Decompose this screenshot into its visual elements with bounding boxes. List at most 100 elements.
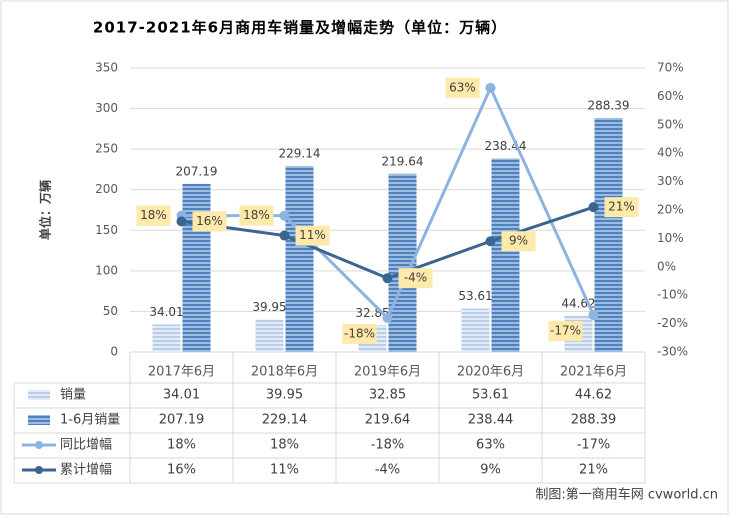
data-label: 32.85 — [355, 306, 389, 320]
label-box — [501, 231, 536, 252]
line-point — [382, 273, 393, 284]
x-tick-label: 2017年6月 — [148, 365, 215, 380]
x-tick-label: 2021年6月 — [560, 365, 627, 380]
table-cell: -18% — [371, 438, 405, 453]
table-cell: 16% — [167, 463, 196, 478]
data-label: 18% — [243, 208, 270, 222]
label-box — [398, 268, 433, 289]
data-label: 18% — [140, 208, 167, 222]
line-point — [485, 236, 496, 247]
line-point — [279, 210, 290, 221]
legend-key — [35, 466, 43, 474]
bar — [152, 324, 181, 352]
line-point — [588, 310, 599, 321]
data-label: 11% — [299, 228, 326, 242]
table-cell: -4% — [375, 463, 400, 478]
data-label: 219.64 — [382, 154, 424, 168]
data-label: 288.39 — [588, 98, 630, 112]
label-box — [192, 211, 227, 232]
line-point — [176, 216, 187, 227]
data-label: -17% — [550, 324, 581, 338]
y2-tick-label: 60% — [657, 89, 684, 103]
bar — [285, 166, 314, 352]
data-label: 34.01 — [149, 305, 183, 319]
legend-key — [35, 441, 43, 449]
y2-tick-label: 70% — [657, 61, 684, 75]
bar — [182, 183, 211, 352]
x-tick-label: 2018年6月 — [251, 365, 318, 380]
legend-label: 同比增幅 — [60, 438, 112, 453]
y2-tick-label: 40% — [657, 146, 684, 160]
y2-tick-label: 20% — [657, 203, 684, 217]
line-point — [382, 312, 393, 323]
table-cell: 229.14 — [262, 413, 308, 428]
legend-label: 1-6月销量 — [60, 413, 120, 428]
data-label: 229.14 — [279, 147, 321, 161]
y-tick-label: 250 — [95, 142, 118, 156]
y2-tick-label: 10% — [657, 231, 684, 245]
data-label: 53.61 — [458, 289, 492, 303]
table-cell: 63% — [476, 438, 505, 453]
data-label: -18% — [344, 326, 375, 340]
y-tick-label: 50 — [103, 304, 118, 318]
chart-title: 2017-2021年6月商用车销量及增幅走势（单位：万辆） — [93, 19, 507, 37]
y-tick-label: 350 — [95, 61, 118, 75]
label-box — [445, 77, 480, 98]
x-tick-label: 2020年6月 — [457, 365, 524, 380]
table-cell: 288.39 — [571, 413, 617, 428]
label-box — [295, 225, 330, 246]
legend-label: 销量 — [60, 388, 86, 403]
label-box — [136, 205, 171, 226]
table-cell: -17% — [577, 438, 611, 453]
table-cell: 53.61 — [472, 388, 509, 403]
data-label: 16% — [196, 214, 223, 228]
line-point — [485, 82, 496, 93]
label-box — [342, 323, 377, 344]
line-point — [588, 202, 599, 213]
table-cell: 34.01 — [163, 388, 200, 403]
y2-tick-label: 0% — [657, 259, 676, 273]
bar — [491, 158, 520, 352]
legend-key — [28, 390, 50, 400]
data-label: 63% — [449, 80, 476, 94]
table-cell: 32.85 — [369, 388, 406, 403]
table-cell: 44.62 — [575, 388, 612, 403]
bar — [594, 117, 623, 352]
y2-tick-label: -30% — [657, 345, 688, 359]
label-box — [604, 197, 639, 218]
table-cell: 11% — [270, 463, 299, 478]
table-cell: 18% — [167, 438, 196, 453]
bar — [255, 319, 284, 352]
table-cell: 238.44 — [468, 413, 514, 428]
y-axis-label: 单位：万辆 — [38, 180, 53, 240]
data-label: 207.19 — [176, 164, 218, 178]
data-label: 21% — [608, 200, 635, 214]
y-tick-label: 0 — [110, 345, 118, 359]
table-cell: 207.19 — [159, 413, 205, 428]
y2-tick-label: -10% — [657, 288, 688, 302]
table-cell: 18% — [270, 438, 299, 453]
line-point — [279, 230, 290, 241]
data-label: 9% — [509, 234, 528, 248]
x-tick-label: 2019年6月 — [354, 365, 421, 380]
table-cell: 9% — [480, 463, 501, 478]
table-cell: 21% — [579, 463, 608, 478]
y2-tick-label: 50% — [657, 117, 684, 131]
label-box — [239, 205, 274, 226]
table-cell: 219.64 — [365, 413, 411, 428]
y2-tick-label: -20% — [657, 316, 688, 330]
legend-key — [28, 415, 50, 425]
table-cell: 39.95 — [266, 388, 303, 403]
y-tick-label: 150 — [95, 223, 118, 237]
legend-label: 累计增幅 — [60, 463, 112, 478]
y-tick-label: 100 — [95, 263, 118, 277]
bar — [461, 308, 490, 352]
source: 制图:第一商用车网 cvworld.cn — [535, 487, 718, 503]
y-tick-label: 200 — [95, 182, 118, 196]
y-tick-label: 300 — [95, 101, 118, 115]
y2-tick-label: 30% — [657, 174, 684, 188]
data-label: -4% — [404, 271, 427, 285]
label-box — [548, 321, 583, 342]
data-label: 39.95 — [252, 300, 286, 314]
